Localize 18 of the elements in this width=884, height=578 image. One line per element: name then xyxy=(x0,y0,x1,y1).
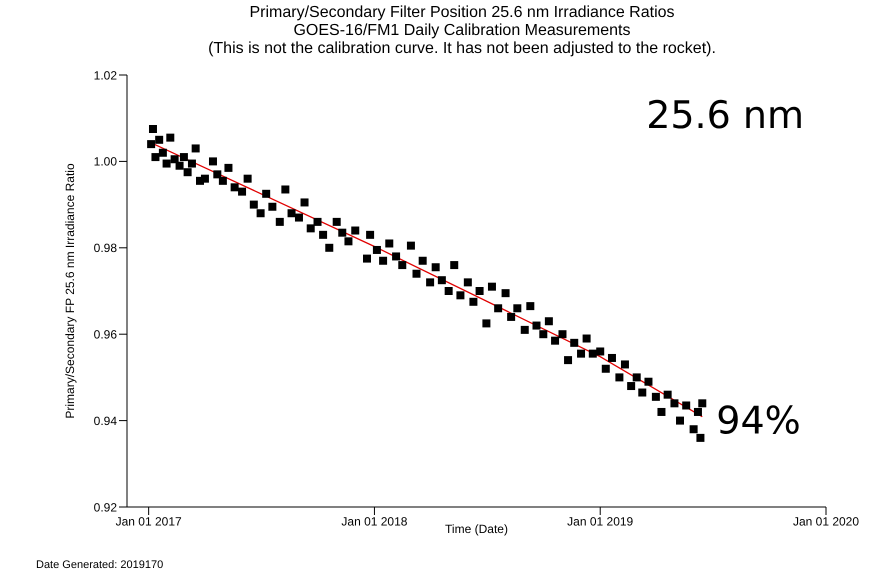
chart-subtitle: GOES-16/FM1 Daily Calibration Measurements xyxy=(293,22,631,39)
annotation: 25.6 nm xyxy=(646,93,804,137)
x-tick-label: Jan 01 2018 xyxy=(341,514,408,529)
annotation: 94% xyxy=(716,398,801,443)
text: Date Generated: 2019170 xyxy=(36,559,164,571)
y-tick-label: 0.96 xyxy=(94,327,118,342)
text: (This is not the calibration curve. It has not been adjusted to the rocket). xyxy=(208,40,716,57)
y-axis-title: Primary/Secondary FP 25.6 nm Irradiance Ratio xyxy=(63,163,77,419)
x-tick-label: Jan 01 2019 xyxy=(567,514,634,529)
y-tick-label: 1.00 xyxy=(94,154,118,169)
y-tick-label: 0.98 xyxy=(94,241,118,256)
y-tick-label: 0.94 xyxy=(94,414,118,428)
chart-title: Primary/Secondary Filter Position 25.6 nm Irradiance Ratios xyxy=(249,4,675,21)
y-tick-label: 1.02 xyxy=(94,68,118,82)
y-tick-label: 0.92 xyxy=(94,500,118,514)
x-tick-label: Jan 01 2017 xyxy=(116,514,182,529)
x-axis-title: Time (Date) xyxy=(445,522,508,536)
x-tick-label: Jan 01 2020 xyxy=(792,514,860,529)
